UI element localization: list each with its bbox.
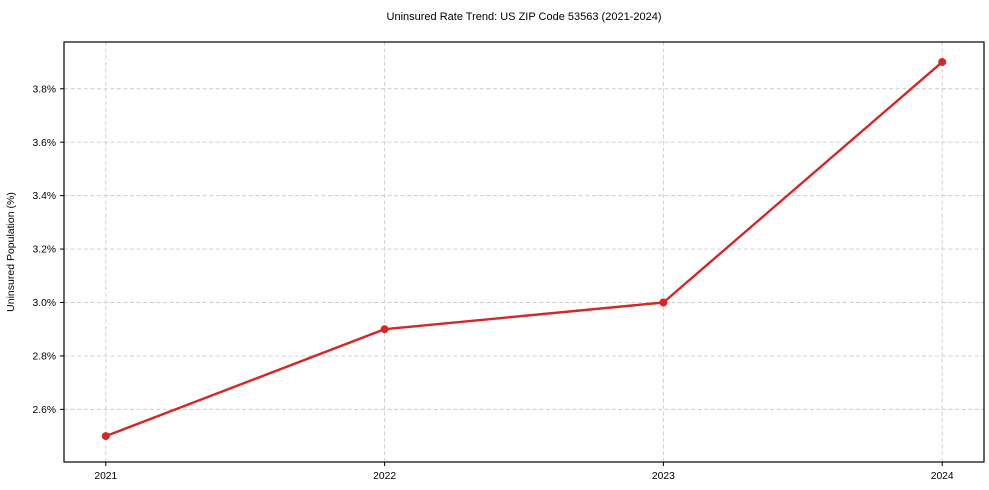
x-tick-label: 2023: [652, 471, 675, 482]
x-tick-label: 2024: [931, 471, 954, 482]
x-tick-label: 2021: [94, 471, 117, 482]
y-tick-label: 3.6%: [33, 138, 56, 149]
series-layer: [101, 58, 947, 441]
axis-layer: 2.6% 2.8% 3.0% 3.2% 3.4% 3.6% 3.8% 2021 2022 2023…: [33, 84, 954, 482]
y-tick-label: 2.8%: [33, 352, 56, 363]
chart-title: Uninsured Rate Trend: US ZIP Code 53563 …: [387, 11, 662, 23]
data-point-2024: [938, 58, 947, 67]
trend-line: [104, 60, 944, 438]
data-point-2022: [380, 325, 389, 334]
x-tick-label: 2022: [373, 471, 396, 482]
y-tick-label: 3.0%: [33, 298, 56, 309]
y-axis-label: Uninsured Population (%): [5, 192, 17, 312]
data-point-2021: [101, 432, 110, 441]
y-tick-label: 3.2%: [33, 245, 56, 256]
plot-border: [63, 41, 985, 463]
y-tick-label: 2.6%: [33, 405, 56, 416]
grid-layer: [64, 42, 984, 462]
data-point-2023: [659, 298, 668, 307]
y-tick-label: 3.4%: [33, 191, 56, 202]
y-tick-label: 3.8%: [33, 84, 56, 95]
